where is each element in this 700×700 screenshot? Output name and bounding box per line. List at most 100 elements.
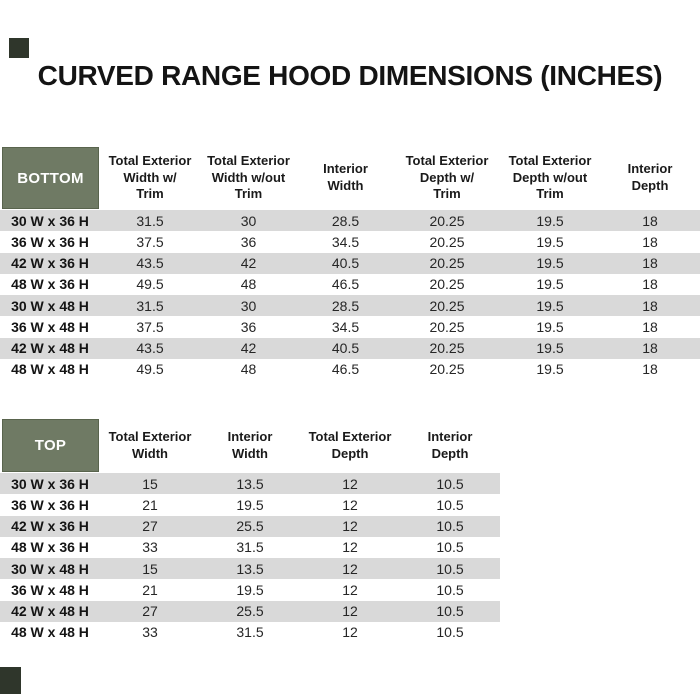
- cell-value: 12: [342, 581, 358, 598]
- cell-value: 33: [142, 539, 158, 556]
- cell-value: 12: [342, 518, 358, 535]
- cell-value: 28.5: [331, 297, 360, 314]
- cell-value: 49.5: [136, 361, 164, 378]
- cell-value: 19.5: [236, 581, 264, 598]
- cell-value: 13.5: [236, 560, 264, 577]
- cell-value: 19.5: [536, 255, 564, 272]
- cell-value: 34.5: [331, 233, 360, 250]
- cell-value: 30: [240, 297, 257, 314]
- column-header-total-exterior-depth-w-trim: Total Exterior Depth w/ Trim: [405, 152, 489, 202]
- cell-value: 20.25: [429, 318, 465, 335]
- row-label: 36 W x 48 H: [11, 581, 89, 598]
- cell-value: 18: [642, 297, 658, 314]
- cell-value: 18: [642, 276, 658, 293]
- table-row: 48 W x 36 H 49.5 48 46.5 20.25 19.5 18: [0, 274, 700, 295]
- cell-value: 20.25: [429, 276, 465, 293]
- cell-value: 49.5: [136, 276, 164, 293]
- cell-value: 31.5: [136, 297, 164, 314]
- table-row: 42 W x 36 H 43.5 42 40.5 20.25 19.5 18: [0, 252, 700, 274]
- cell-value: 18: [642, 318, 658, 335]
- cell-value: 27: [142, 603, 158, 620]
- column-header-interior-width: Interior Width: [227, 428, 273, 461]
- cell-value: 43.5: [136, 255, 164, 272]
- cell-value: 10.5: [436, 624, 464, 641]
- cell-value: 36: [240, 318, 257, 335]
- cell-value: 12: [342, 560, 358, 577]
- cell-value: 10.5: [436, 496, 464, 513]
- row-label: 48 W x 36 H: [11, 276, 89, 293]
- decorative-mark-bottom-left: [0, 667, 21, 694]
- cell-value: 20.25: [429, 212, 465, 229]
- row-label: 30 W x 36 H: [11, 212, 89, 229]
- cell-value: 34.5: [331, 318, 360, 335]
- row-label: 42 W x 36 H: [11, 518, 89, 535]
- cell-value: 40.5: [331, 340, 360, 357]
- page-title: CURVED RANGE HOOD DIMENSIONS (INCHES): [37, 60, 663, 91]
- top-table-title: TOP: [34, 437, 67, 454]
- cell-value: 43.5: [136, 340, 164, 357]
- row-label: 36 W x 36 H: [11, 233, 89, 250]
- row-label: 36 W x 48 H: [11, 318, 89, 335]
- cell-value: 31.5: [136, 212, 164, 229]
- cell-value: 10.5: [436, 603, 464, 620]
- column-header-interior-depth: Interior Depth: [427, 428, 473, 461]
- cell-value: 36: [240, 233, 257, 250]
- top-table-body: 30 W x 36 H 15 13.5 12 10.5 36 W x 36 H …: [0, 473, 500, 643]
- cell-value: 15: [142, 560, 158, 577]
- cell-value: 18: [642, 212, 658, 229]
- cell-value: 10.5: [436, 475, 464, 492]
- cell-value: 25.5: [236, 518, 264, 535]
- bottom-table-title: BOTTOM: [17, 169, 84, 187]
- column-header-total-exterior-width: Total Exterior Width: [108, 428, 192, 461]
- cell-value: 18: [642, 361, 658, 378]
- cell-value: 46.5: [331, 276, 360, 293]
- cell-value: 20.25: [429, 233, 465, 250]
- cell-value: 28.5: [331, 212, 360, 229]
- bottom-table-header-row: BOTTOM Total Exterior Width w/ Trim Tota…: [0, 146, 700, 210]
- cell-value: 46.5: [331, 361, 360, 378]
- table-row: 30 W x 36 H 31.5 30 28.5 20.25 19.5 18: [0, 210, 700, 232]
- table-row: 48 W x 48 H 33 31.5 12 10.5: [0, 622, 500, 643]
- table-row: 30 W x 48 H 31.5 30 28.5 20.25 19.5 18: [0, 295, 700, 317]
- row-label: 48 W x 48 H: [11, 361, 89, 378]
- cell-value: 48: [240, 276, 257, 293]
- row-label: 48 W x 48 H: [11, 624, 89, 641]
- column-header-total-exterior-width-wout-trim: Total Exterior Width w/out Trim: [207, 152, 290, 202]
- cell-value: 19.5: [536, 361, 564, 378]
- cell-value: 25.5: [236, 603, 264, 620]
- cell-value: 10.5: [436, 560, 464, 577]
- top-table-header-row: TOP Total Exterior Width Interior Width …: [0, 418, 500, 473]
- column-header-interior-depth: Interior Depth: [627, 161, 673, 193]
- row-label: 30 W x 48 H: [11, 297, 89, 314]
- cell-value: 37.5: [136, 318, 164, 335]
- cell-value: 15: [142, 475, 158, 492]
- cell-value: 40.5: [331, 255, 360, 272]
- cell-value: 10.5: [436, 518, 464, 535]
- cell-value: 19.5: [236, 496, 264, 513]
- table-row: 48 W x 36 H 33 31.5 12 10.5: [0, 537, 500, 558]
- row-label: 42 W x 36 H: [11, 255, 89, 272]
- cell-value: 12: [342, 475, 358, 492]
- table-row: 36 W x 48 H 37.5 36 34.5 20.25 19.5 18: [0, 316, 700, 337]
- cell-value: 20.25: [429, 340, 465, 357]
- top-dimensions-table: TOP Total Exterior Width Interior Width …: [0, 418, 500, 643]
- cell-value: 12: [342, 603, 358, 620]
- bottom-table-body: 30 W x 36 H 31.5 30 28.5 20.25 19.5 18 3…: [0, 210, 700, 380]
- bottom-table-corner-cell: BOTTOM: [0, 146, 100, 210]
- table-row: 30 W x 36 H 15 13.5 12 10.5: [0, 473, 500, 495]
- cell-value: 33: [142, 624, 158, 641]
- cell-value: 31.5: [236, 539, 264, 556]
- cell-value: 18: [642, 255, 658, 272]
- cell-value: 19.5: [536, 233, 564, 250]
- bottom-dimensions-table: BOTTOM Total Exterior Width w/ Trim Tota…: [0, 146, 700, 380]
- column-header-interior-width: Interior Width: [323, 161, 368, 193]
- cell-value: 18: [642, 233, 658, 250]
- cell-value: 42: [240, 340, 257, 357]
- cell-value: 18: [642, 340, 658, 357]
- row-label: 48 W x 36 H: [11, 539, 89, 556]
- table-row: 30 W x 48 H 15 13.5 12 10.5: [0, 558, 500, 580]
- decorative-mark-top-left: [9, 38, 29, 58]
- cell-value: 10.5: [436, 539, 464, 556]
- cell-value: 20.25: [429, 297, 465, 314]
- row-label: 30 W x 36 H: [11, 475, 89, 492]
